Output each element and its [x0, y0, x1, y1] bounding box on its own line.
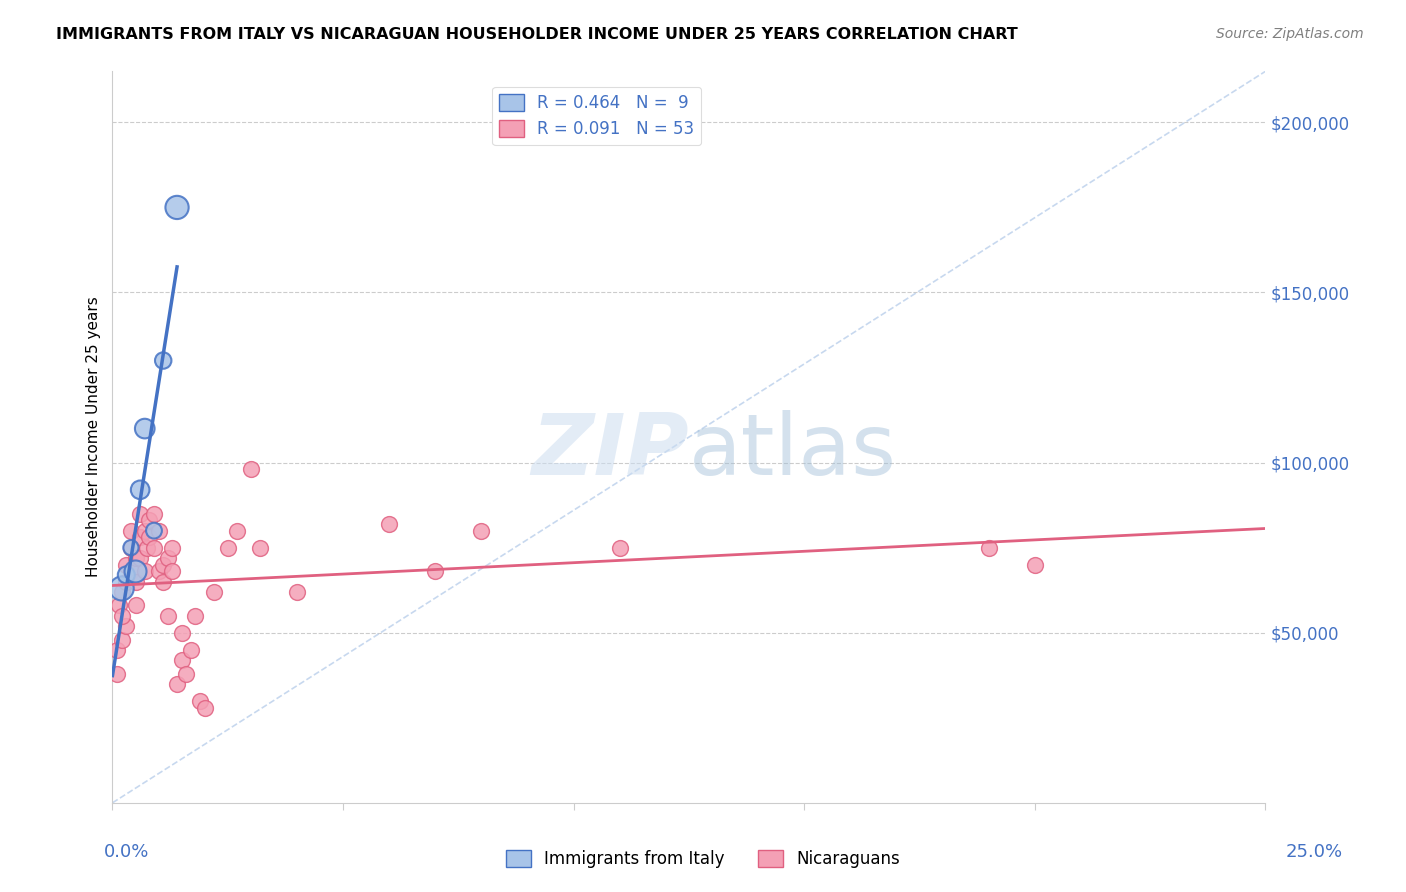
Point	[166, 201, 188, 215]
Point	[184, 608, 207, 623]
Point	[143, 524, 166, 538]
Point	[115, 558, 138, 572]
Point	[143, 507, 166, 521]
Point	[174, 666, 197, 681]
Point	[156, 550, 179, 565]
Point	[115, 567, 138, 582]
Point	[170, 625, 193, 640]
Point	[129, 531, 152, 545]
Point	[134, 421, 156, 435]
Point	[120, 541, 142, 555]
Point	[134, 565, 156, 579]
Text: Source: ZipAtlas.com: Source: ZipAtlas.com	[1216, 27, 1364, 41]
Point	[378, 516, 401, 531]
Point	[143, 541, 166, 555]
Point	[134, 524, 156, 538]
Text: 25.0%: 25.0%	[1286, 843, 1343, 861]
Text: ZIP: ZIP	[531, 410, 689, 493]
Point	[136, 541, 159, 555]
Point	[239, 462, 262, 476]
Point	[111, 632, 134, 647]
Point	[977, 541, 1000, 555]
Point	[138, 531, 160, 545]
Point	[138, 513, 160, 527]
Point	[249, 541, 271, 555]
Point	[148, 565, 170, 579]
Text: IMMIGRANTS FROM ITALY VS NICARAGUAN HOUSEHOLDER INCOME UNDER 25 YEARS CORRELATIO: IMMIGRANTS FROM ITALY VS NICARAGUAN HOUS…	[56, 27, 1018, 42]
Point	[115, 619, 138, 633]
Legend: Immigrants from Italy, Nicaraguans: Immigrants from Italy, Nicaraguans	[499, 843, 907, 875]
Point	[111, 582, 134, 596]
Legend: R = 0.464   N =  9, R = 0.091   N = 53: R = 0.464 N = 9, R = 0.091 N = 53	[492, 87, 702, 145]
Point	[152, 574, 174, 589]
Point	[180, 642, 202, 657]
Point	[166, 677, 188, 691]
Point	[148, 524, 170, 538]
Point	[115, 574, 138, 589]
Point	[129, 507, 152, 521]
Point	[152, 558, 174, 572]
Point	[609, 541, 631, 555]
Text: 0.0%: 0.0%	[104, 843, 149, 861]
Point	[152, 353, 174, 368]
Point	[120, 565, 142, 579]
Point	[188, 694, 211, 708]
Point	[162, 565, 184, 579]
Point	[202, 585, 225, 599]
Point	[129, 483, 152, 497]
Point	[124, 565, 146, 579]
Y-axis label: Householder Income Under 25 years: Householder Income Under 25 years	[86, 297, 101, 577]
Point	[124, 574, 146, 589]
Point	[156, 608, 179, 623]
Text: atlas: atlas	[689, 410, 897, 493]
Point	[105, 642, 128, 657]
Point	[120, 524, 142, 538]
Point	[124, 599, 146, 613]
Point	[217, 541, 239, 555]
Point	[162, 541, 184, 555]
Point	[170, 653, 193, 667]
Point	[470, 524, 492, 538]
Point	[194, 700, 217, 714]
Point	[108, 599, 131, 613]
Point	[425, 565, 447, 579]
Point	[129, 550, 152, 565]
Point	[120, 541, 142, 555]
Point	[1024, 558, 1046, 572]
Point	[124, 550, 146, 565]
Point	[111, 608, 134, 623]
Point	[285, 585, 308, 599]
Point	[111, 585, 134, 599]
Point	[226, 524, 249, 538]
Point	[105, 666, 128, 681]
